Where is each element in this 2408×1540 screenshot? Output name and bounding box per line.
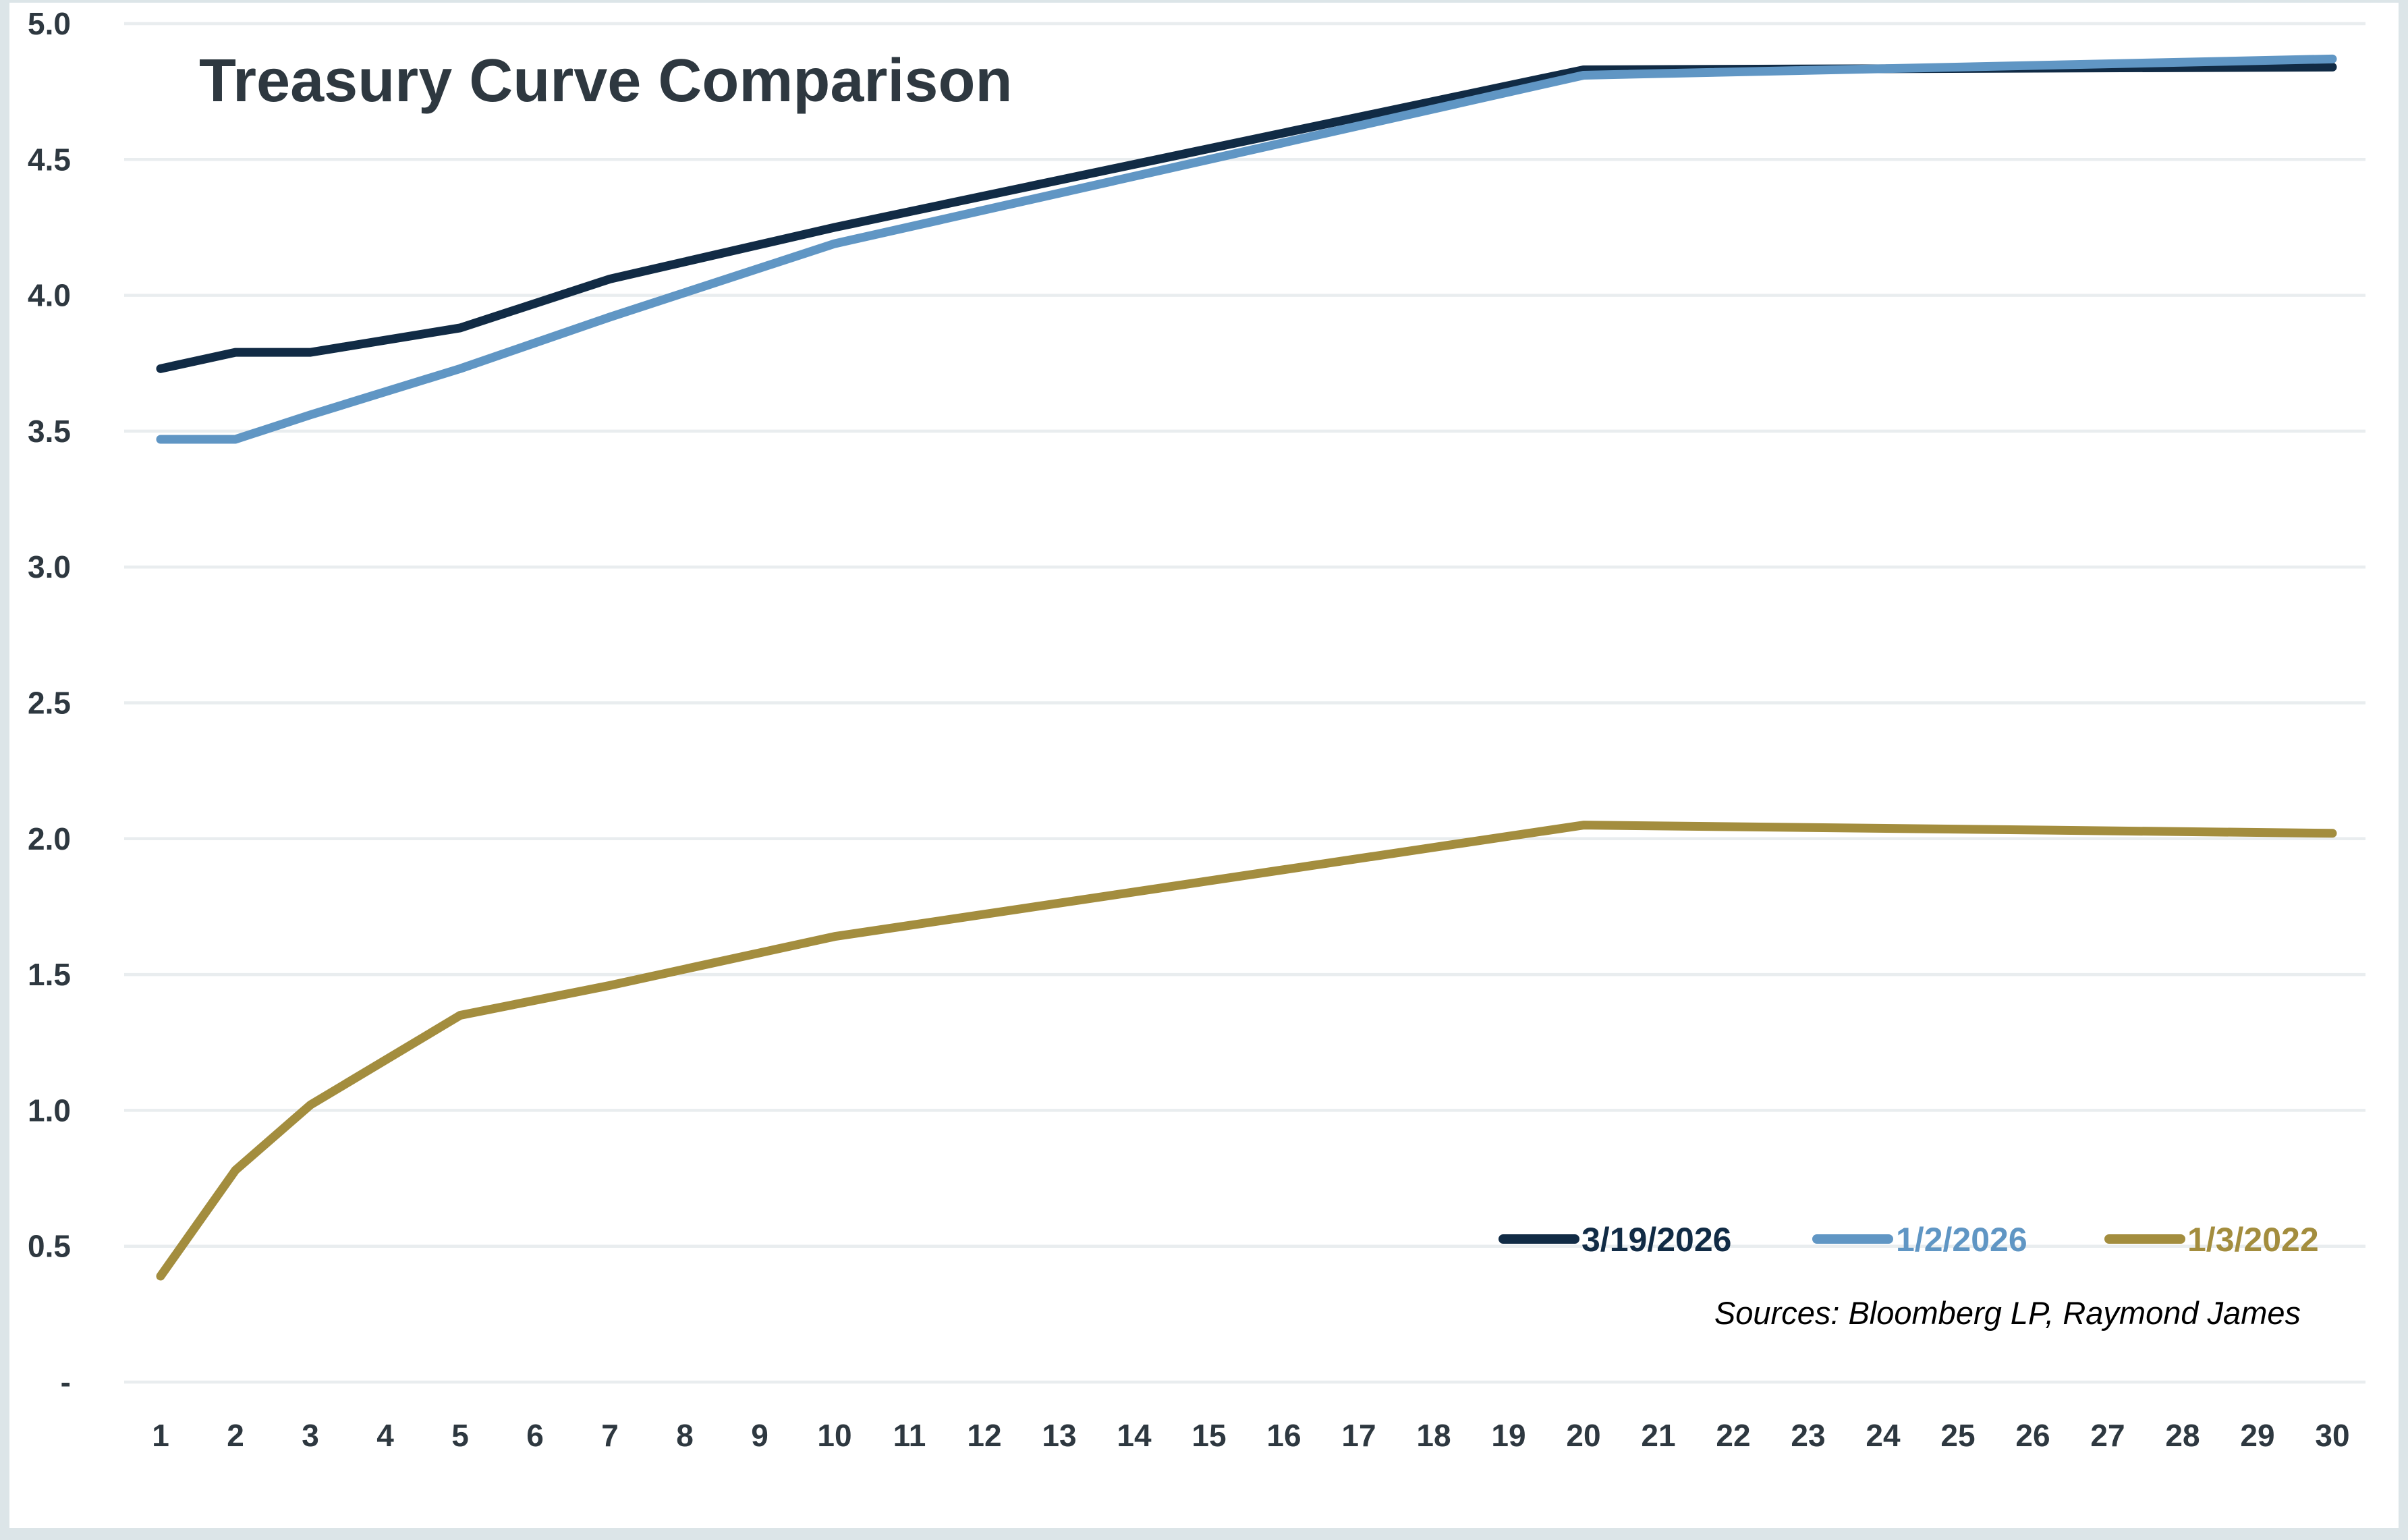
x-tick-label: 2 xyxy=(227,1418,244,1453)
series-line-3-19-2026 xyxy=(156,62,2337,373)
x-tick-label: 21 xyxy=(1641,1418,1675,1453)
y-tick-label: - xyxy=(61,1365,71,1400)
y-tick-label: 0.5 xyxy=(28,1229,71,1264)
x-tick-label: 27 xyxy=(2090,1418,2125,1453)
x-tick-label: 29 xyxy=(2240,1418,2274,1453)
y-tick-label: 2.0 xyxy=(28,821,71,856)
y-tick-label: 4.5 xyxy=(28,142,71,177)
series-line-1-2-2026 xyxy=(156,54,2337,444)
x-tick-label: 24 xyxy=(1866,1418,1901,1453)
x-tick-label: 20 xyxy=(1566,1418,1600,1453)
x-tick-label: 13 xyxy=(1042,1418,1076,1453)
legend-label-series-1: 3/19/2026 xyxy=(1581,1221,1731,1259)
x-tick-label: 19 xyxy=(1491,1418,1525,1453)
legend-label-series-2: 1/2/2026 xyxy=(1896,1221,2027,1259)
frame-left xyxy=(0,0,9,1540)
y-tick-label: 1.5 xyxy=(28,957,71,992)
x-tick-label: 30 xyxy=(2315,1418,2349,1453)
y-tick-label: 1.0 xyxy=(28,1093,71,1128)
series-line-1-3-2022 xyxy=(156,821,2337,1281)
x-tick-label: 3 xyxy=(302,1418,319,1453)
x-tick-label: 28 xyxy=(2165,1418,2200,1453)
x-tick-label: 11 xyxy=(893,1418,926,1453)
frame-bottom xyxy=(0,1528,2408,1540)
series-lines xyxy=(156,54,2337,1281)
x-tick-label: 1 xyxy=(152,1418,169,1453)
y-axis-tick-labels: 5.0 4.5 4.0 3.5 3.0 2.5 2.0 1.5 1.0 0.5 - xyxy=(28,6,71,1400)
x-tick-label: 9 xyxy=(751,1418,768,1453)
x-tick-label: 6 xyxy=(526,1418,544,1453)
x-tick-label: 22 xyxy=(1716,1418,1750,1453)
x-tick-label: 8 xyxy=(676,1418,694,1453)
x-tick-label: 25 xyxy=(1940,1418,1975,1453)
chart-title: Treasury Curve Comparison xyxy=(199,47,1012,115)
y-tick-label: 3.0 xyxy=(28,549,71,584)
x-tick-label: 10 xyxy=(817,1418,851,1453)
x-tick-label: 7 xyxy=(601,1418,619,1453)
x-tick-label: 4 xyxy=(376,1418,394,1453)
y-tick-label: 3.5 xyxy=(28,414,71,449)
sources-note: Sources: Bloomberg LP, Raymond James xyxy=(1714,1295,2301,1331)
x-tick-label: 15 xyxy=(1192,1418,1226,1453)
x-tick-label: 26 xyxy=(2015,1418,2050,1453)
x-tick-label: 18 xyxy=(1416,1418,1451,1453)
legend-label-series-3: 1/3/2022 xyxy=(2187,1221,2319,1259)
frame-right xyxy=(2399,0,2408,1540)
legend: 3/19/2026 1/2/2026 1/3/2022 xyxy=(1499,1221,2319,1259)
x-tick-label: 5 xyxy=(451,1418,469,1453)
y-tick-label: 2.5 xyxy=(28,686,71,721)
frame-top xyxy=(0,0,2408,3)
y-tick-label: 5.0 xyxy=(28,6,71,41)
x-tick-label: 23 xyxy=(1791,1418,1825,1453)
gridlines xyxy=(124,22,2365,1384)
x-tick-label: 17 xyxy=(1341,1418,1376,1453)
x-tick-label: 16 xyxy=(1266,1418,1301,1453)
x-tick-label: 14 xyxy=(1117,1418,1152,1453)
y-tick-label: 4.0 xyxy=(28,278,71,313)
x-tick-label: 12 xyxy=(967,1418,1001,1453)
x-axis-tick-labels: 1 2 3 4 5 6 7 8 9 10 11 12 13 14 15 16 17 18 19 20 21 22 23 24 2… xyxy=(152,1418,2349,1453)
